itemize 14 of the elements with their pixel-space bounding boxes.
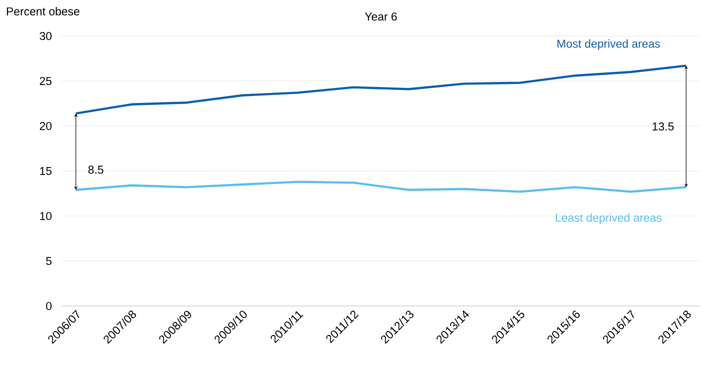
- y-axis-title: Percent obese: [6, 7, 80, 16]
- y-tick-label: 5: [46, 257, 52, 265]
- y-tick-label: 25: [40, 76, 52, 86]
- y-tick-label: 10: [40, 212, 52, 220]
- series-label: Most deprived areas: [558, 39, 660, 50]
- annotation: 8.5: [88, 166, 104, 174]
- y-tick-label: 15: [40, 167, 52, 175]
- line-series: [74, 180, 688, 193]
- y-tick-label: 30: [40, 32, 52, 40]
- annotation: 13.5: [652, 122, 674, 130]
- chart-title: Year 6: [364, 12, 397, 21]
- y-tick-label: 0: [46, 302, 52, 310]
- text: Least deprived areas: [556, 213, 662, 224]
- y-tick-label: 20: [40, 122, 52, 130]
